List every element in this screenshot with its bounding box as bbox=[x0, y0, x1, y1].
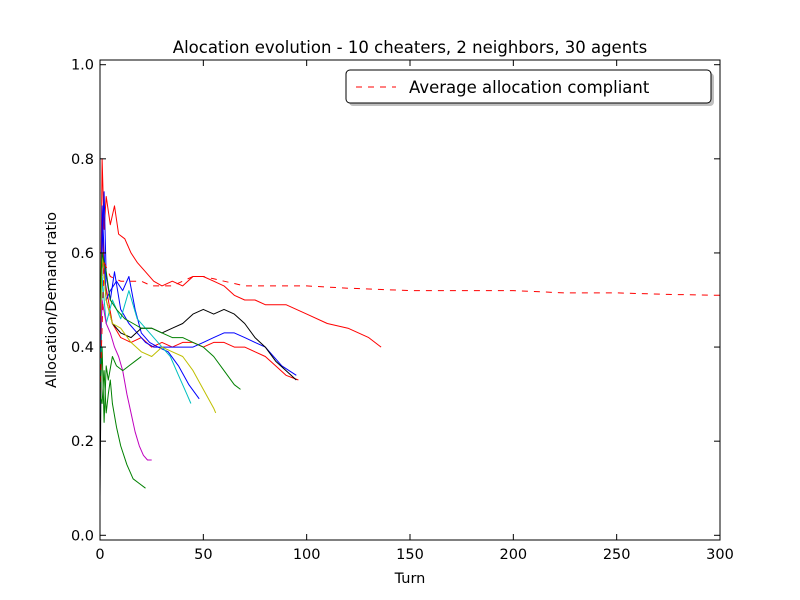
x-tick-label: 100 bbox=[293, 547, 321, 563]
series-line-2 bbox=[100, 205, 299, 442]
legend-box bbox=[345, 69, 712, 104]
series-line-8 bbox=[100, 252, 241, 390]
series-line-6 bbox=[100, 276, 192, 418]
x-tick-label: 200 bbox=[499, 547, 527, 563]
series-line-11 bbox=[100, 346, 142, 423]
series-line-7 bbox=[100, 252, 217, 414]
legend-label-average: Average allocation compliant bbox=[409, 78, 650, 97]
x-tick-label: 250 bbox=[603, 547, 631, 563]
series-line-10 bbox=[100, 299, 152, 461]
y-tick-label: 0.2 bbox=[71, 434, 94, 450]
y-tick-label: 0.4 bbox=[71, 340, 94, 356]
y-tick-label: 0.8 bbox=[71, 152, 94, 168]
y-tick-label: 1.0 bbox=[71, 58, 94, 74]
series-line-9 bbox=[100, 370, 146, 489]
x-tick-label: 0 bbox=[95, 547, 104, 563]
axes-frame bbox=[99, 59, 721, 541]
series-line-5 bbox=[100, 252, 297, 498]
x-tick-label: 50 bbox=[194, 547, 212, 563]
x-axis: 0 50 100 150 200 250 300 bbox=[95, 60, 734, 563]
series-average-line bbox=[100, 261, 720, 395]
y-axis-label: Allocation/Demand ratio bbox=[44, 212, 60, 388]
plot-area bbox=[100, 158, 720, 498]
series-line-4 bbox=[100, 205, 200, 442]
y-axis: 0.0 0.2 0.4 0.6 0.8 1.0 bbox=[71, 58, 720, 544]
x-tick-label: 300 bbox=[706, 547, 734, 563]
x-axis-label: Turn bbox=[394, 571, 426, 587]
legend: Average allocation compliant bbox=[345, 69, 714, 106]
series-line-1 bbox=[100, 158, 382, 395]
x-tick-label: 150 bbox=[396, 547, 424, 563]
y-tick-label: 0.0 bbox=[71, 528, 94, 544]
chart-title: Alocation evolution - 10 cheaters, 2 nei… bbox=[173, 38, 647, 57]
y-tick-label: 0.6 bbox=[71, 246, 94, 262]
